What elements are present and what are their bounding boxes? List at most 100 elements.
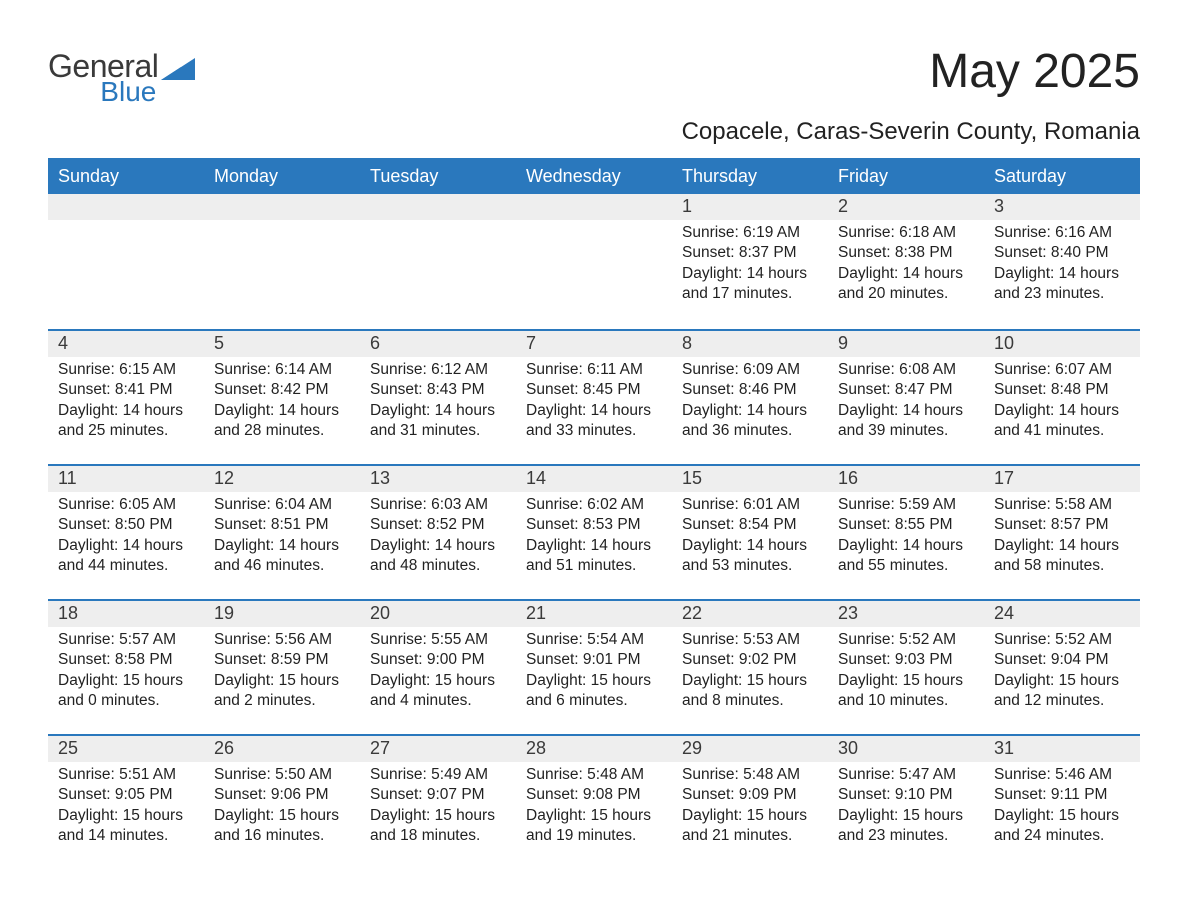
- sunrise-label: Sunrise:: [370, 766, 431, 783]
- sunset-value: 8:41 PM: [115, 381, 173, 398]
- sunset-label: Sunset:: [214, 381, 271, 398]
- day-number: [360, 194, 516, 220]
- sunrise-value: 6:09 AM: [743, 361, 800, 378]
- sunrise-line: Sunrise: 5:55 AM: [370, 630, 506, 650]
- sunset-value: 9:09 PM: [739, 786, 797, 803]
- sunset-value: 8:38 PM: [895, 244, 953, 261]
- sunrise-line: Sunrise: 6:01 AM: [682, 495, 818, 515]
- daylight-line: Daylight: 14 hours and 31 minutes.: [370, 401, 506, 442]
- sunrise-value: 6:18 AM: [899, 224, 956, 241]
- daylight-line: Daylight: 14 hours and 23 minutes.: [994, 264, 1130, 305]
- sunset-label: Sunset:: [526, 381, 583, 398]
- daylight-label: Daylight:: [370, 537, 435, 554]
- sunrise-value: 5:49 AM: [431, 766, 488, 783]
- sunset-line: Sunset: 9:11 PM: [994, 785, 1130, 805]
- daylight-line: Daylight: 15 hours and 2 minutes.: [214, 671, 350, 712]
- sunrise-value: 5:53 AM: [743, 631, 800, 648]
- sunrise-value: 5:48 AM: [587, 766, 644, 783]
- sunset-value: 9:10 PM: [895, 786, 953, 803]
- day-details: Sunrise: 6:03 AMSunset: 8:52 PMDaylight:…: [360, 492, 516, 585]
- day-details: Sunrise: 5:55 AMSunset: 9:00 PMDaylight:…: [360, 627, 516, 720]
- daylight-label: Daylight:: [526, 537, 591, 554]
- sunrise-value: 6:02 AM: [587, 496, 644, 513]
- sunset-value: 8:50 PM: [115, 516, 173, 533]
- sunrise-line: Sunrise: 6:14 AM: [214, 360, 350, 380]
- day-details: [204, 220, 360, 313]
- sunset-value: 8:42 PM: [271, 381, 329, 398]
- sunset-line: Sunset: 8:58 PM: [58, 650, 194, 670]
- weekday-header: Saturday: [984, 160, 1140, 194]
- sunrise-line: Sunrise: 5:58 AM: [994, 495, 1130, 515]
- sunset-label: Sunset:: [994, 516, 1051, 533]
- sunset-label: Sunset:: [58, 651, 115, 668]
- sunrise-line: Sunrise: 6:02 AM: [526, 495, 662, 515]
- sunset-value: 9:00 PM: [427, 651, 485, 668]
- sunrise-value: 5:58 AM: [1055, 496, 1112, 513]
- daylight-line: Daylight: 15 hours and 4 minutes.: [370, 671, 506, 712]
- sunset-line: Sunset: 9:01 PM: [526, 650, 662, 670]
- daylight-line: Daylight: 15 hours and 6 minutes.: [526, 671, 662, 712]
- day-number: 1: [672, 194, 828, 220]
- sunrise-value: 6:14 AM: [275, 361, 332, 378]
- calendar-header-row: SundayMondayTuesdayWednesdayThursdayFrid…: [48, 160, 1140, 194]
- sunrise-label: Sunrise:: [214, 361, 275, 378]
- day-number: 16: [828, 466, 984, 492]
- sunset-line: Sunset: 8:57 PM: [994, 515, 1130, 535]
- sunset-line: Sunset: 9:03 PM: [838, 650, 974, 670]
- sunset-line: Sunset: 8:54 PM: [682, 515, 818, 535]
- sunrise-value: 6:15 AM: [119, 361, 176, 378]
- sunset-label: Sunset:: [214, 786, 271, 803]
- sunrise-value: 6:19 AM: [743, 224, 800, 241]
- day-number: 31: [984, 736, 1140, 762]
- daylight-line: Daylight: 14 hours and 41 minutes.: [994, 401, 1130, 442]
- sunset-line: Sunset: 9:07 PM: [370, 785, 506, 805]
- sunset-line: Sunset: 9:00 PM: [370, 650, 506, 670]
- brand-logo: General Blue: [48, 52, 195, 105]
- sunrise-label: Sunrise:: [526, 631, 587, 648]
- day-number: 12: [204, 466, 360, 492]
- sunset-line: Sunset: 9:04 PM: [994, 650, 1130, 670]
- sunset-value: 8:59 PM: [271, 651, 329, 668]
- calendar: SundayMondayTuesdayWednesdayThursdayFrid…: [48, 158, 1140, 869]
- day-number: 29: [672, 736, 828, 762]
- sunrise-value: 5:51 AM: [119, 766, 176, 783]
- sunrise-label: Sunrise:: [58, 496, 119, 513]
- sunrise-value: 5:54 AM: [587, 631, 644, 648]
- sunrise-line: Sunrise: 6:11 AM: [526, 360, 662, 380]
- calendar-week-row: 123Sunrise: 6:19 AMSunset: 8:37 PMDaylig…: [48, 194, 1140, 329]
- sunset-line: Sunset: 8:41 PM: [58, 380, 194, 400]
- daylight-label: Daylight:: [994, 265, 1059, 282]
- sunrise-label: Sunrise:: [994, 496, 1055, 513]
- sunrise-label: Sunrise:: [58, 766, 119, 783]
- daylight-label: Daylight:: [58, 402, 123, 419]
- sunrise-label: Sunrise:: [370, 631, 431, 648]
- sunrise-value: 5:47 AM: [899, 766, 956, 783]
- sunrise-label: Sunrise:: [838, 766, 899, 783]
- day-details: Sunrise: 6:16 AMSunset: 8:40 PMDaylight:…: [984, 220, 1140, 313]
- sunset-value: 9:02 PM: [739, 651, 797, 668]
- sunrise-label: Sunrise:: [838, 224, 899, 241]
- sunset-label: Sunset:: [58, 786, 115, 803]
- daylight-line: Daylight: 15 hours and 0 minutes.: [58, 671, 194, 712]
- day-details: Sunrise: 6:05 AMSunset: 8:50 PMDaylight:…: [48, 492, 204, 585]
- sunrise-label: Sunrise:: [994, 361, 1055, 378]
- sunset-label: Sunset:: [682, 516, 739, 533]
- day-number: 22: [672, 601, 828, 627]
- daylight-label: Daylight:: [682, 672, 747, 689]
- daylight-line: Daylight: 14 hours and 25 minutes.: [58, 401, 194, 442]
- daylight-line: Daylight: 14 hours and 33 minutes.: [526, 401, 662, 442]
- day-number: [204, 194, 360, 220]
- sunset-label: Sunset:: [58, 516, 115, 533]
- day-number: 20: [360, 601, 516, 627]
- location-subtitle: Copacele, Caras-Severin County, Romania: [682, 118, 1140, 146]
- day-number: 7: [516, 331, 672, 357]
- sunset-label: Sunset:: [682, 381, 739, 398]
- day-number: 5: [204, 331, 360, 357]
- sunset-label: Sunset:: [838, 244, 895, 261]
- day-number: 17: [984, 466, 1140, 492]
- sunrise-line: Sunrise: 6:09 AM: [682, 360, 818, 380]
- sunrise-value: 5:57 AM: [119, 631, 176, 648]
- sunset-value: 9:05 PM: [115, 786, 173, 803]
- sunset-label: Sunset:: [526, 516, 583, 533]
- day-number: 15: [672, 466, 828, 492]
